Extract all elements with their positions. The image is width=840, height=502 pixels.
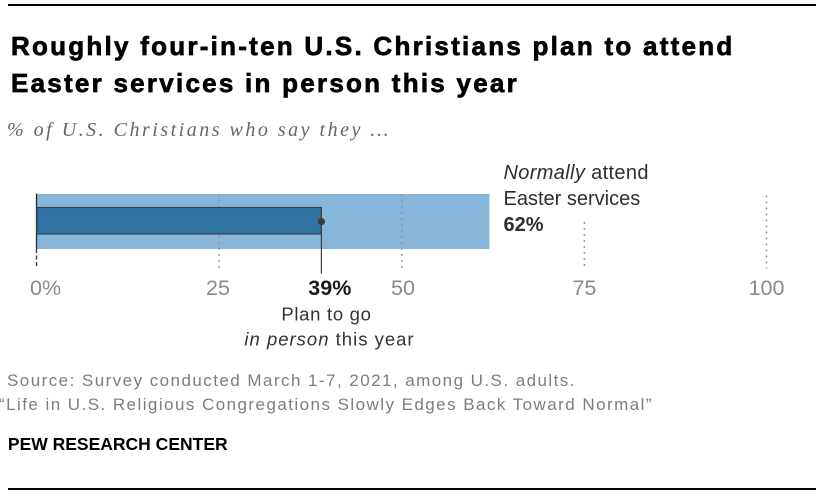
svg-text:39%: 39%	[308, 276, 351, 300]
svg-text:Normally attend: Normally attend	[504, 162, 649, 184]
svg-text:75: 75	[572, 276, 596, 300]
svg-text:0%: 0%	[30, 276, 61, 300]
svg-text:62%: 62%	[504, 214, 544, 236]
svg-text:50: 50	[391, 276, 415, 300]
svg-text:100: 100	[749, 276, 785, 300]
svg-text:25: 25	[206, 276, 230, 300]
svg-text:Plan to go: Plan to go	[281, 304, 371, 325]
svg-text:Easter services: Easter services	[504, 188, 641, 210]
svg-text:in person this year: in person this year	[244, 329, 414, 350]
